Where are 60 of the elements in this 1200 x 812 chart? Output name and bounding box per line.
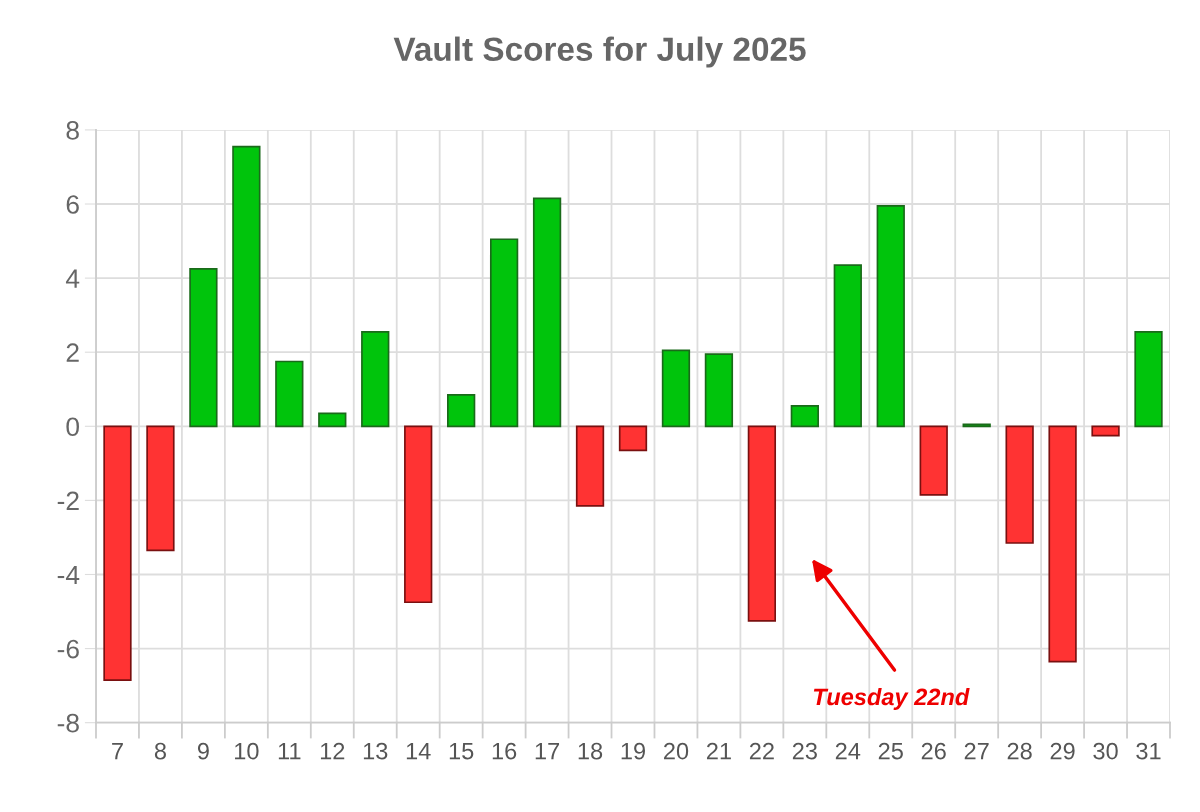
x-tick-label: 13 (363, 742, 388, 760)
x-tick-label: 27 (964, 742, 989, 760)
annotation: Tuesday 22nd (813, 687, 970, 710)
x-tick-label: 25 (878, 742, 903, 760)
x-tick-label: 24 (835, 742, 861, 760)
x-tick-label: 26 (921, 742, 946, 760)
x-tick-label: 31 (1136, 742, 1161, 760)
x-tick-label: 30 (1093, 742, 1118, 760)
bar (1005, 425, 1034, 544)
y-tick-label: 4 (65, 269, 80, 288)
x-tick-label: 23 (792, 742, 817, 760)
bar (919, 425, 948, 496)
y-tick-label: -8 (57, 713, 79, 733)
bar (704, 353, 734, 428)
bar (1091, 425, 1120, 437)
bar (1048, 425, 1077, 663)
x-tick-label: 11 (278, 742, 301, 760)
x-tick-label: 16 (492, 742, 517, 760)
x-tick-label: 28 (1007, 742, 1032, 760)
bar (189, 268, 218, 428)
x-tick-label: 9 (197, 742, 209, 760)
bar (575, 425, 605, 507)
bar (618, 425, 648, 452)
bar (146, 425, 175, 552)
bar (833, 264, 862, 428)
x-tick-label: 10 (235, 742, 259, 760)
bar (532, 197, 562, 428)
x-tick-label: 14 (406, 742, 431, 760)
y-tick-label: 6 (66, 195, 79, 214)
x-tick-label: 21 (706, 742, 731, 760)
x-tick-label: 22 (749, 742, 774, 760)
bar (489, 238, 519, 428)
bar (1134, 330, 1163, 428)
x-tick-label: 19 (621, 742, 646, 760)
bar (275, 360, 304, 428)
x-tick-label: 8 (154, 742, 166, 760)
bar (361, 330, 390, 428)
y-tick-label: -2 (57, 491, 79, 510)
bar (318, 412, 347, 428)
bar (876, 205, 905, 428)
x-tick-label: 20 (664, 742, 689, 760)
x-tick-label: 18 (578, 742, 603, 760)
x-tick-label: 29 (1050, 742, 1075, 760)
y-tick-label: -6 (57, 639, 79, 659)
y-tick-label: -4 (57, 565, 80, 585)
y-tick-label: 2 (66, 343, 79, 362)
y-tick-label: 0 (66, 417, 79, 437)
bar (661, 349, 691, 428)
x-tick-label: 15 (449, 742, 474, 760)
x-tick-label: 12 (320, 742, 345, 760)
bar (747, 425, 777, 622)
x-tick-label: 17 (535, 742, 560, 760)
bar (103, 425, 132, 681)
bar (790, 405, 819, 428)
bar (404, 425, 433, 604)
x-tick-label: 7 (112, 742, 123, 760)
chart-title: Vault Scores for July 2025 (393, 36, 806, 68)
y-tick-label: 8 (66, 121, 79, 140)
bar (232, 145, 261, 428)
bar (447, 393, 476, 428)
